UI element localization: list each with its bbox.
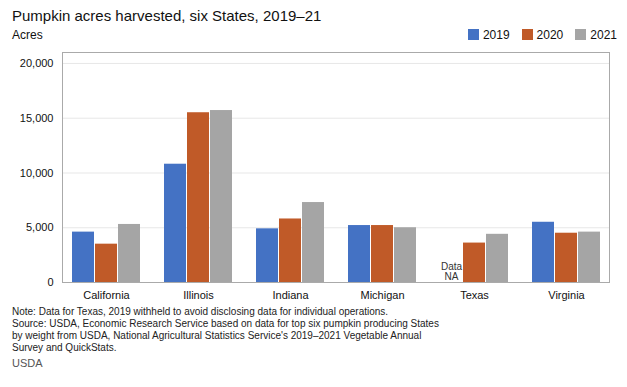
svg-text:Texas: Texas bbox=[460, 289, 489, 301]
svg-text:20,000: 20,000 bbox=[20, 57, 54, 69]
svg-text:Michigan: Michigan bbox=[360, 289, 404, 301]
html-text:2021: 2021 bbox=[590, 28, 617, 42]
svg-text:10,000: 10,000 bbox=[20, 166, 54, 178]
svg-text:Virginia: Virginia bbox=[548, 289, 585, 301]
svg-text:0: 0 bbox=[47, 276, 53, 288]
html-text:Pumpkin acres harvested, six S: Pumpkin acres harvested, six States, 201… bbox=[12, 7, 322, 24]
html-text:by weight from USDA, National: by weight from USDA, National Agricultur… bbox=[12, 330, 422, 341]
svg-text:Indiana: Indiana bbox=[272, 289, 309, 301]
html-text:Acres: Acres bbox=[12, 28, 43, 42]
html-text:Note: Data for Texas, 2019 wit: Note: Data for Texas, 2019 withheld to a… bbox=[12, 306, 389, 317]
svg-text:DataNA: DataNA bbox=[441, 261, 463, 282]
html-text:Source: USDA, Economic Researc: Source: USDA, Economic Research Service … bbox=[12, 318, 439, 329]
svg-text:5,000: 5,000 bbox=[26, 221, 54, 233]
svg-text:California: California bbox=[83, 289, 130, 301]
html-text:Survey and QuickStats.: Survey and QuickStats. bbox=[12, 342, 117, 353]
svg-text:15,000: 15,000 bbox=[20, 112, 54, 124]
svg-text:Illinois: Illinois bbox=[183, 289, 214, 301]
html-text:2020: 2020 bbox=[536, 28, 564, 42]
html-text:2019: 2019 bbox=[482, 28, 510, 42]
html-text:USDA: USDA bbox=[12, 357, 43, 369]
